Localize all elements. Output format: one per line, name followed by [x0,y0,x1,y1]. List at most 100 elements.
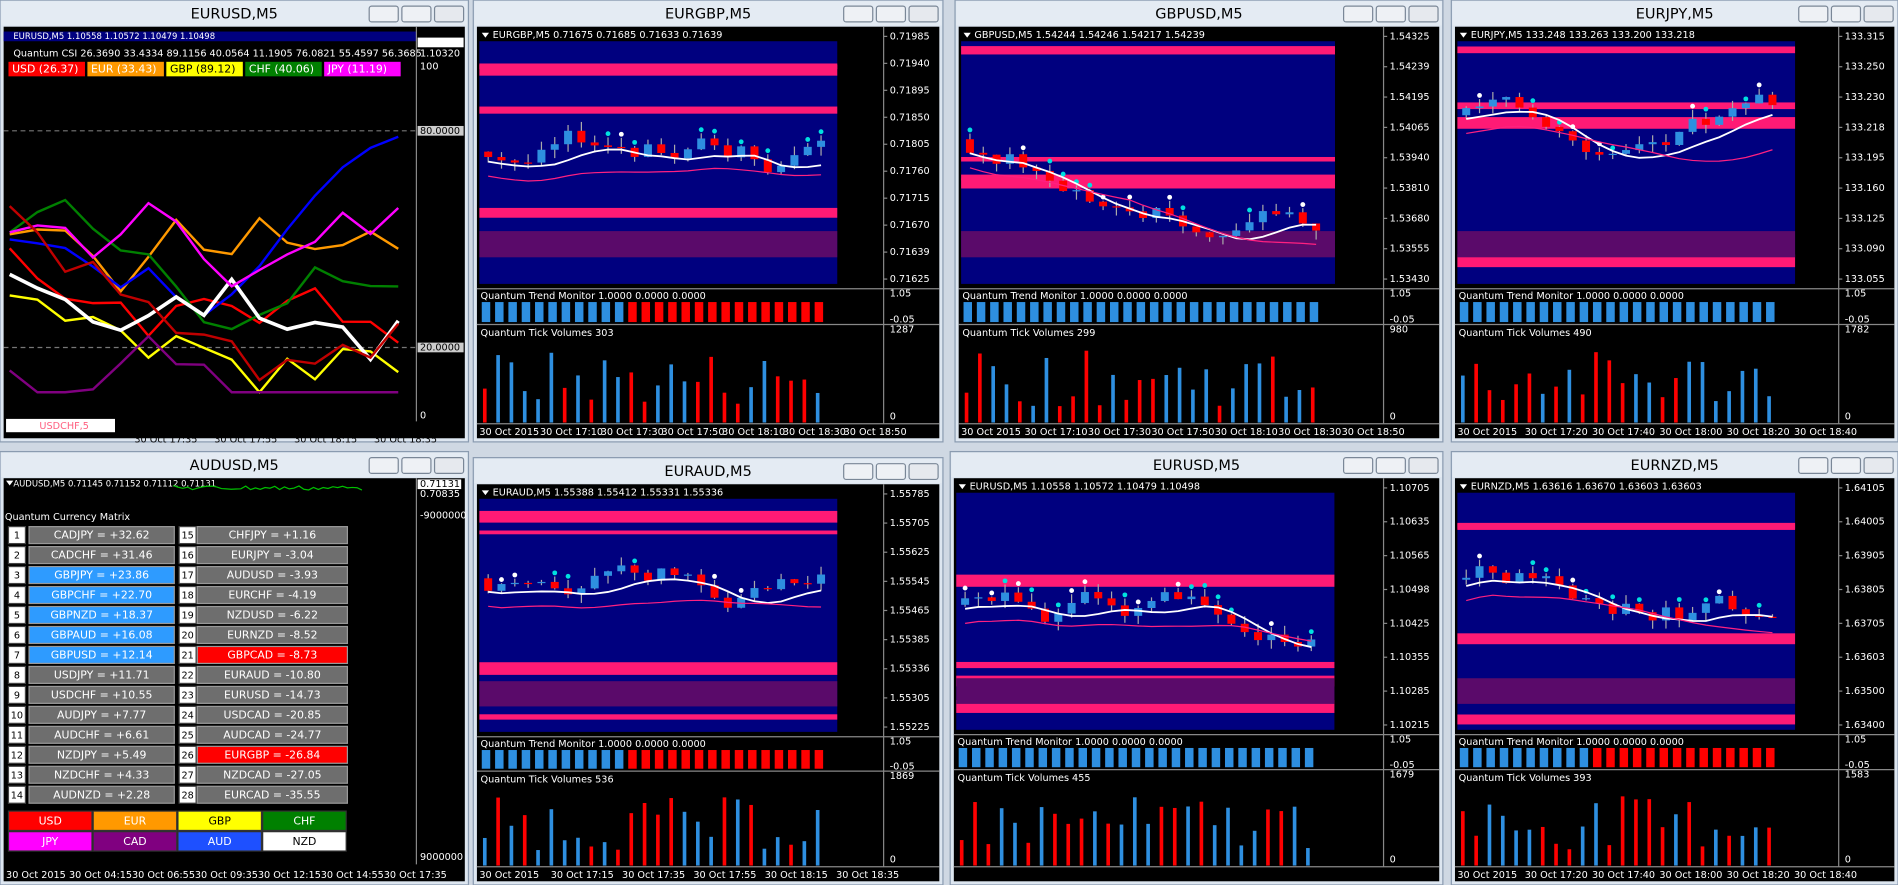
candle [1019,154,1028,168]
signal-dot [698,127,704,133]
currency-button[interactable] [7,810,93,832]
close-button[interactable] [1863,457,1894,474]
trend-bar [535,302,544,323]
header-arrow [1459,484,1468,490]
maximize-button[interactable] [1830,457,1862,474]
volume-scale-label: 0 [1845,411,1851,422]
header-arrow [481,32,490,38]
signal-dot [818,129,824,135]
minimize-button[interactable] [1343,5,1374,23]
level-band [961,231,1335,258]
matrix-number: 17 [181,571,193,582]
candle [1515,573,1524,584]
minimize-button[interactable] [368,5,399,23]
maximize-button[interactable] [1375,5,1406,23]
maximize-button[interactable] [875,463,907,481]
window-title: EURUSD,M5 [191,7,278,23]
minimize-button[interactable] [1343,457,1374,474]
trend-scale-label: -0.05 [1845,315,1870,326]
price-label: 1.10565 [1390,551,1430,562]
currency-button[interactable] [177,810,263,832]
candle [1001,592,1010,601]
matrix-number-box [178,785,197,804]
level-band [1457,254,1796,268]
minimize-button[interactable] [843,463,874,481]
signal-dot [1247,207,1252,213]
maximize-button[interactable] [875,5,907,23]
trend-bar [1632,302,1642,323]
signal-dot [1020,145,1026,151]
currency-button[interactable] [262,810,347,832]
trend-bar [1149,302,1159,323]
volume-bar [1204,369,1209,423]
window-title: EURJPY,M5 [1636,7,1714,23]
minimize-button[interactable] [1798,5,1829,23]
trend-bar [1238,747,1247,768]
candle [1488,99,1497,107]
candle [1622,150,1631,154]
price-label: 133.250 [1845,62,1885,73]
candle [1218,235,1227,238]
maximize-button[interactable] [1375,457,1406,474]
matrix-number-box [7,565,27,585]
trend-scale-label: -0.05 [1390,760,1415,771]
signal-dot [1268,621,1274,627]
close-button[interactable] [1863,5,1894,23]
level-band [1457,46,1796,54]
time-label: 30 Oct 17:10 [540,427,603,438]
volume-bar [789,380,793,423]
legend-box [166,61,243,77]
volume-bar [602,360,607,423]
candle [961,598,970,605]
minimize-button[interactable] [843,5,874,23]
currency-button[interactable] [92,810,178,832]
volume-bar [775,376,780,423]
trend-bar [1752,747,1762,768]
trend-bar [1269,302,1279,323]
minimize-button[interactable] [368,457,399,474]
candle [564,588,573,595]
currency-button[interactable] [92,831,178,852]
trend-bar [1672,747,1682,768]
trend-bar [654,302,664,323]
candle [1488,566,1497,573]
close-button[interactable] [908,5,939,23]
trend-bar [1171,747,1181,768]
level-band [1457,714,1796,725]
trend-bar [601,302,611,323]
maximize-button[interactable] [1830,5,1862,23]
close-button[interactable] [1408,5,1439,23]
window-title: EURUSD,M5 [1153,458,1240,474]
trend-bar [628,750,637,769]
price-label: 0.71715 [890,193,930,204]
close-button[interactable] [908,463,939,481]
trend-bar [481,302,491,323]
volume-bar [1186,806,1190,866]
minimize-button[interactable] [1798,457,1829,474]
moving-average [1466,594,1773,634]
volume-bar [669,364,674,423]
close-button[interactable] [1408,457,1439,474]
trend-bar [1579,747,1589,768]
candle [1005,154,1014,164]
currency-button[interactable] [7,831,93,852]
candle [643,144,652,157]
close-button[interactable] [433,457,465,474]
maximize-button[interactable] [401,457,432,474]
matrix-number-box [7,745,27,764]
level-band [961,156,1335,162]
trend-bar [708,750,717,769]
candle [564,130,573,145]
volume-bar [1266,809,1270,866]
maximize-button[interactable] [401,5,432,23]
trend-bar [521,302,531,323]
signal-dot [1215,594,1221,600]
chart-header: EURUSD,M5 1.10558 1.10572 1.10479 1.1049… [970,482,1200,493]
currency-button[interactable] [177,831,263,852]
currency-button[interactable] [262,831,347,852]
volume-bar [496,797,500,866]
close-button[interactable] [433,5,465,23]
candle [577,588,586,595]
volume-bar [589,399,594,423]
